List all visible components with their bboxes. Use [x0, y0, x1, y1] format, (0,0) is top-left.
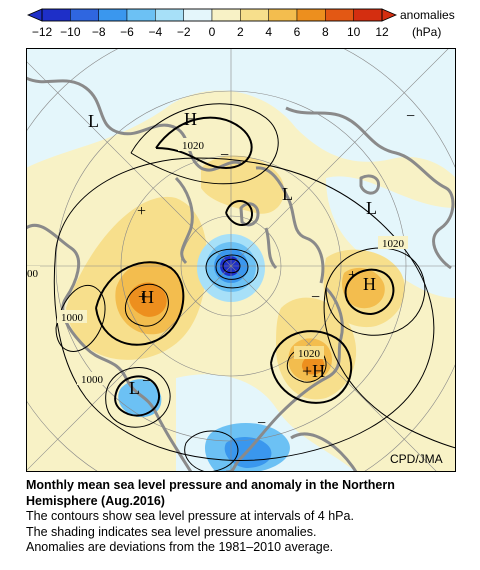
- colorbar-tick-label: 12: [375, 25, 389, 39]
- high-center-east: H: [363, 274, 376, 294]
- colorbar-left-arrow: [26, 8, 43, 22]
- positive-anomaly-west-peak: [129, 282, 167, 317]
- coastline-greenland-arctic: [174, 166, 325, 284]
- colorbar-cell: [240, 8, 269, 22]
- contour-label-bg-5: [77, 372, 107, 385]
- colorbar-cell: [268, 8, 298, 22]
- contour-low-pole-1: [205, 248, 259, 289]
- contour-low-pole-3: [222, 258, 241, 274]
- colorbar-tick-label: −10: [60, 25, 81, 39]
- anomaly-minus-north: −: [220, 147, 229, 164]
- low-center-northeast: L: [366, 198, 377, 218]
- credit-label: CPD/JMA: [390, 452, 443, 466]
- caption: Monthly mean sea level pressure and anom…: [26, 478, 466, 556]
- negative-anomaly-southwest: [118, 379, 162, 418]
- anomaly-minus-east: −: [311, 289, 320, 306]
- caption-line1: The contours show sea level pressure at …: [26, 509, 354, 523]
- caption-line2: The shading indicates sea level pressure…: [26, 524, 317, 539]
- contour-label-1020-east: 1020: [382, 238, 405, 250]
- contour-low-north-center: [225, 200, 254, 226]
- high-center-pacific: +H: [302, 361, 325, 381]
- coastline-north-africa: [264, 227, 358, 472]
- meridian-4: [230, 265, 438, 472]
- contour-low-south: [114, 375, 161, 417]
- colorbar-right-arrow: [381, 8, 398, 22]
- colorbar-tick-label: 8: [322, 25, 329, 39]
- contour-1020-north: [130, 103, 279, 185]
- colorbar-cell: [41, 8, 71, 22]
- low-center-northwest: L: [88, 111, 99, 131]
- pressure-centers: L H L L H H +H L: [88, 109, 377, 398]
- contour-label-bg-6: [26, 266, 40, 279]
- contour-labels: 1020 1020 1020 1000 1000 00: [26, 138, 408, 386]
- colorbar-tick-label: 0: [209, 25, 216, 39]
- colorbar-tick-label: 2: [237, 25, 244, 39]
- contour-east-long: [323, 287, 456, 449]
- contour-high-west: [95, 261, 185, 346]
- coastline-americas: [26, 76, 242, 472]
- contour-1000-west: [55, 285, 106, 352]
- colorbar-cell: [296, 8, 326, 22]
- caption-line3: Anomalies are deviations from the 1981–2…: [26, 540, 334, 554]
- low-center-southwest: L: [129, 378, 140, 398]
- low-center-north-center: L: [282, 184, 293, 204]
- high-center-west: H: [141, 287, 154, 307]
- colorbar-cell: [70, 8, 99, 22]
- anomaly-minus-southwest: −: [142, 373, 151, 390]
- colorbar-cell: [325, 8, 354, 22]
- meridian-2: [230, 48, 450, 267]
- high-center-north: H: [184, 109, 197, 129]
- positive-anomaly-pacific-peak: [301, 354, 325, 375]
- anomaly-plus-west-center: +: [138, 289, 147, 306]
- contour-high-east: [344, 268, 395, 316]
- anomaly-plus-west: +: [137, 203, 146, 220]
- anomaly-colorbar: −12 −10 −8 −6 −4 −2 0 2 4 6 8 10 12 anomalies (hPa): [26, 8, 455, 39]
- colorbar-cell: [126, 8, 156, 22]
- contour-1020-east: [325, 247, 426, 336]
- caption-title-line2: Hemisphere (Aug.2016): [26, 493, 165, 508]
- contour-label-bg-3: [294, 346, 324, 359]
- colorbar-tick-label: 10: [347, 25, 361, 39]
- colorbar-tick-label: 4: [265, 25, 272, 39]
- contour-label-bg-1: [178, 138, 208, 151]
- contour-label-1000-south: 1000: [81, 374, 104, 386]
- contour-label-00: 00: [27, 268, 39, 280]
- contour-label-bg-2: [378, 236, 408, 249]
- colorbar-tick-label: −2: [177, 25, 191, 39]
- anomaly-minus-south: −: [257, 415, 266, 432]
- anomaly-signs: + + + − − − − −: [137, 108, 415, 432]
- colorbar-label-units: (hPa): [412, 25, 441, 39]
- contour-1000-south: [105, 367, 171, 428]
- map-frame: [26, 48, 456, 472]
- colorbar-tick-label: 6: [294, 25, 301, 39]
- contour-high-west-inner: [124, 283, 169, 327]
- colorbar-cell: [98, 8, 128, 22]
- pressure-contours: [53, 103, 456, 472]
- contour-1020-pacific: [270, 330, 353, 404]
- anomaly-plus-east: +: [348, 267, 357, 284]
- colorbar-label-anomalies: anomalies: [400, 8, 455, 22]
- colorbar-tick-label: −12: [32, 25, 53, 39]
- colorbar-tick-label: −8: [92, 25, 106, 39]
- contour-label-bg-4: [57, 310, 87, 323]
- colorbar-tick-label: −4: [148, 25, 162, 39]
- contour-label-1020-pacific: 1020: [298, 348, 321, 360]
- contour-label-1000-west: 1000: [61, 312, 84, 324]
- colorbar-cell: [155, 8, 184, 22]
- caption-title-line1: Monthly mean sea level pressure and anom…: [26, 478, 395, 492]
- colorbar-cell: [183, 8, 213, 22]
- colorbar-cell: [353, 8, 383, 22]
- colorbar-tick-label: −6: [120, 25, 134, 39]
- contour-outer-ring: [53, 157, 435, 461]
- colorbar-frame: [41, 8, 383, 22]
- negative-anomaly-north: [26, 48, 456, 178]
- anomaly-minus-northeast: −: [406, 108, 415, 125]
- contour-label-1020-north: 1020: [182, 140, 205, 152]
- colorbar-cell: [211, 8, 241, 22]
- contour-low-pole-2: [215, 254, 249, 280]
- sea-level-pressure-map: 1020 1020 1020 1000 1000 00 L H L L H H …: [26, 48, 456, 472]
